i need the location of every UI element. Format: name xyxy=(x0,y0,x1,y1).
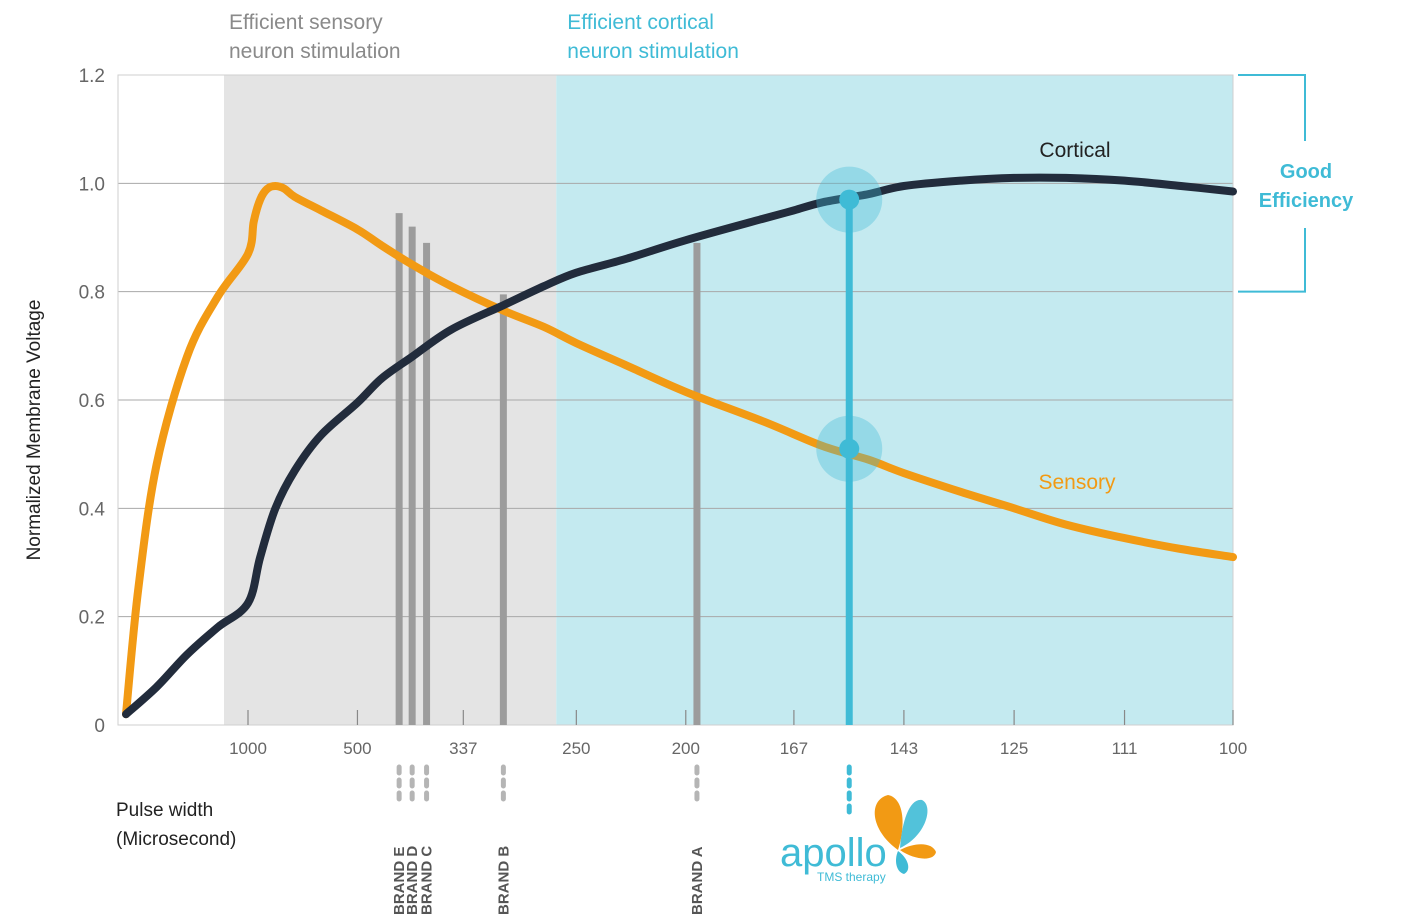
logo-wing-upper-blue xyxy=(900,799,928,848)
good-efficiency-label-line1: Good xyxy=(1280,161,1332,183)
x-tick-label-111: 111 xyxy=(1112,739,1138,758)
y-tick-label-1.0: 1.0 xyxy=(79,174,105,195)
region-label-cortical-line1: Efficient cortical xyxy=(567,11,714,34)
gridlines xyxy=(118,182,1233,618)
region-label-cortical-line2: neuron stimulation xyxy=(567,40,739,63)
brand-c-label: BRAND C xyxy=(419,846,436,915)
y-tick-label-0: 0 xyxy=(94,716,105,737)
logo-wordmark: apollo xyxy=(780,831,887,875)
y-axis-ticks: 0 0.2 0.4 0.6 0.8 1.0 1.2 xyxy=(79,66,106,737)
y-tick-label-0.4: 0.4 xyxy=(79,499,106,520)
x-tick-label-250: 250 xyxy=(562,739,590,758)
x-tick-label-125: 125 xyxy=(1000,739,1028,758)
bracket-top xyxy=(1238,74,1306,141)
x-tick-label-100: 100 xyxy=(1219,739,1247,758)
highlight-dot-sensory xyxy=(839,438,860,459)
y-tick-label-0.2: 0.2 xyxy=(79,608,105,629)
brand-e-label: BRAND E xyxy=(391,847,408,915)
series-line-cortical xyxy=(122,173,1237,719)
series-label-cortical: Cortical xyxy=(1039,139,1110,162)
brand-b-label: BRAND B xyxy=(495,846,512,915)
logo-wing-upper-orange xyxy=(874,795,903,850)
x-tick-label-500: 500 xyxy=(343,739,371,758)
x-tick-label-1000: 1000 xyxy=(229,739,267,758)
x-tick-label-337: 337 xyxy=(449,739,477,758)
x-tick-label-143: 143 xyxy=(890,739,918,758)
x-axis-title-line2: (Microsecond) xyxy=(116,829,236,850)
series-label-sensory: Sensory xyxy=(1038,471,1116,494)
x-axis-ticks: 1000 500 337 250 200 167 143 125 111 100 xyxy=(229,710,1247,758)
y-tick-label-0.8: 0.8 xyxy=(79,283,105,304)
good-efficiency-bracket: Good Efficiency xyxy=(1238,74,1354,293)
brand-d-label: BRAND D xyxy=(404,846,421,915)
region-label-sensory-line2: neuron stimulation xyxy=(229,40,401,63)
series-line-sensory xyxy=(122,182,1237,719)
series-lines xyxy=(122,173,1237,719)
logo-tagline: TMS therapy xyxy=(817,870,886,884)
region-label-sensory-line1: Efficient sensory xyxy=(229,11,383,34)
logo-wing-lower-blue xyxy=(896,851,909,874)
x-tick-label-167: 167 xyxy=(780,739,808,758)
plot-frame xyxy=(117,74,1234,726)
bracket-bottom xyxy=(1238,228,1306,293)
y-tick-label-1.2: 1.2 xyxy=(79,66,105,87)
y-axis-title: Normalized Membrane Voltage xyxy=(24,300,45,561)
highlight-dots xyxy=(816,166,883,482)
good-efficiency-label-line2: Efficiency xyxy=(1259,190,1354,212)
brand-a-label: BRAND A xyxy=(689,846,706,915)
highlight-dot-cortical xyxy=(839,189,860,210)
logo-wing-lower-orange xyxy=(900,844,936,859)
chart-labels: Efficient sensory neuron stimulation Effic… xyxy=(24,11,1116,850)
x-tick-label-200: 200 xyxy=(672,739,700,758)
x-axis-title-line1: Pulse width xyxy=(116,800,213,821)
y-tick-label-0.6: 0.6 xyxy=(79,391,105,412)
